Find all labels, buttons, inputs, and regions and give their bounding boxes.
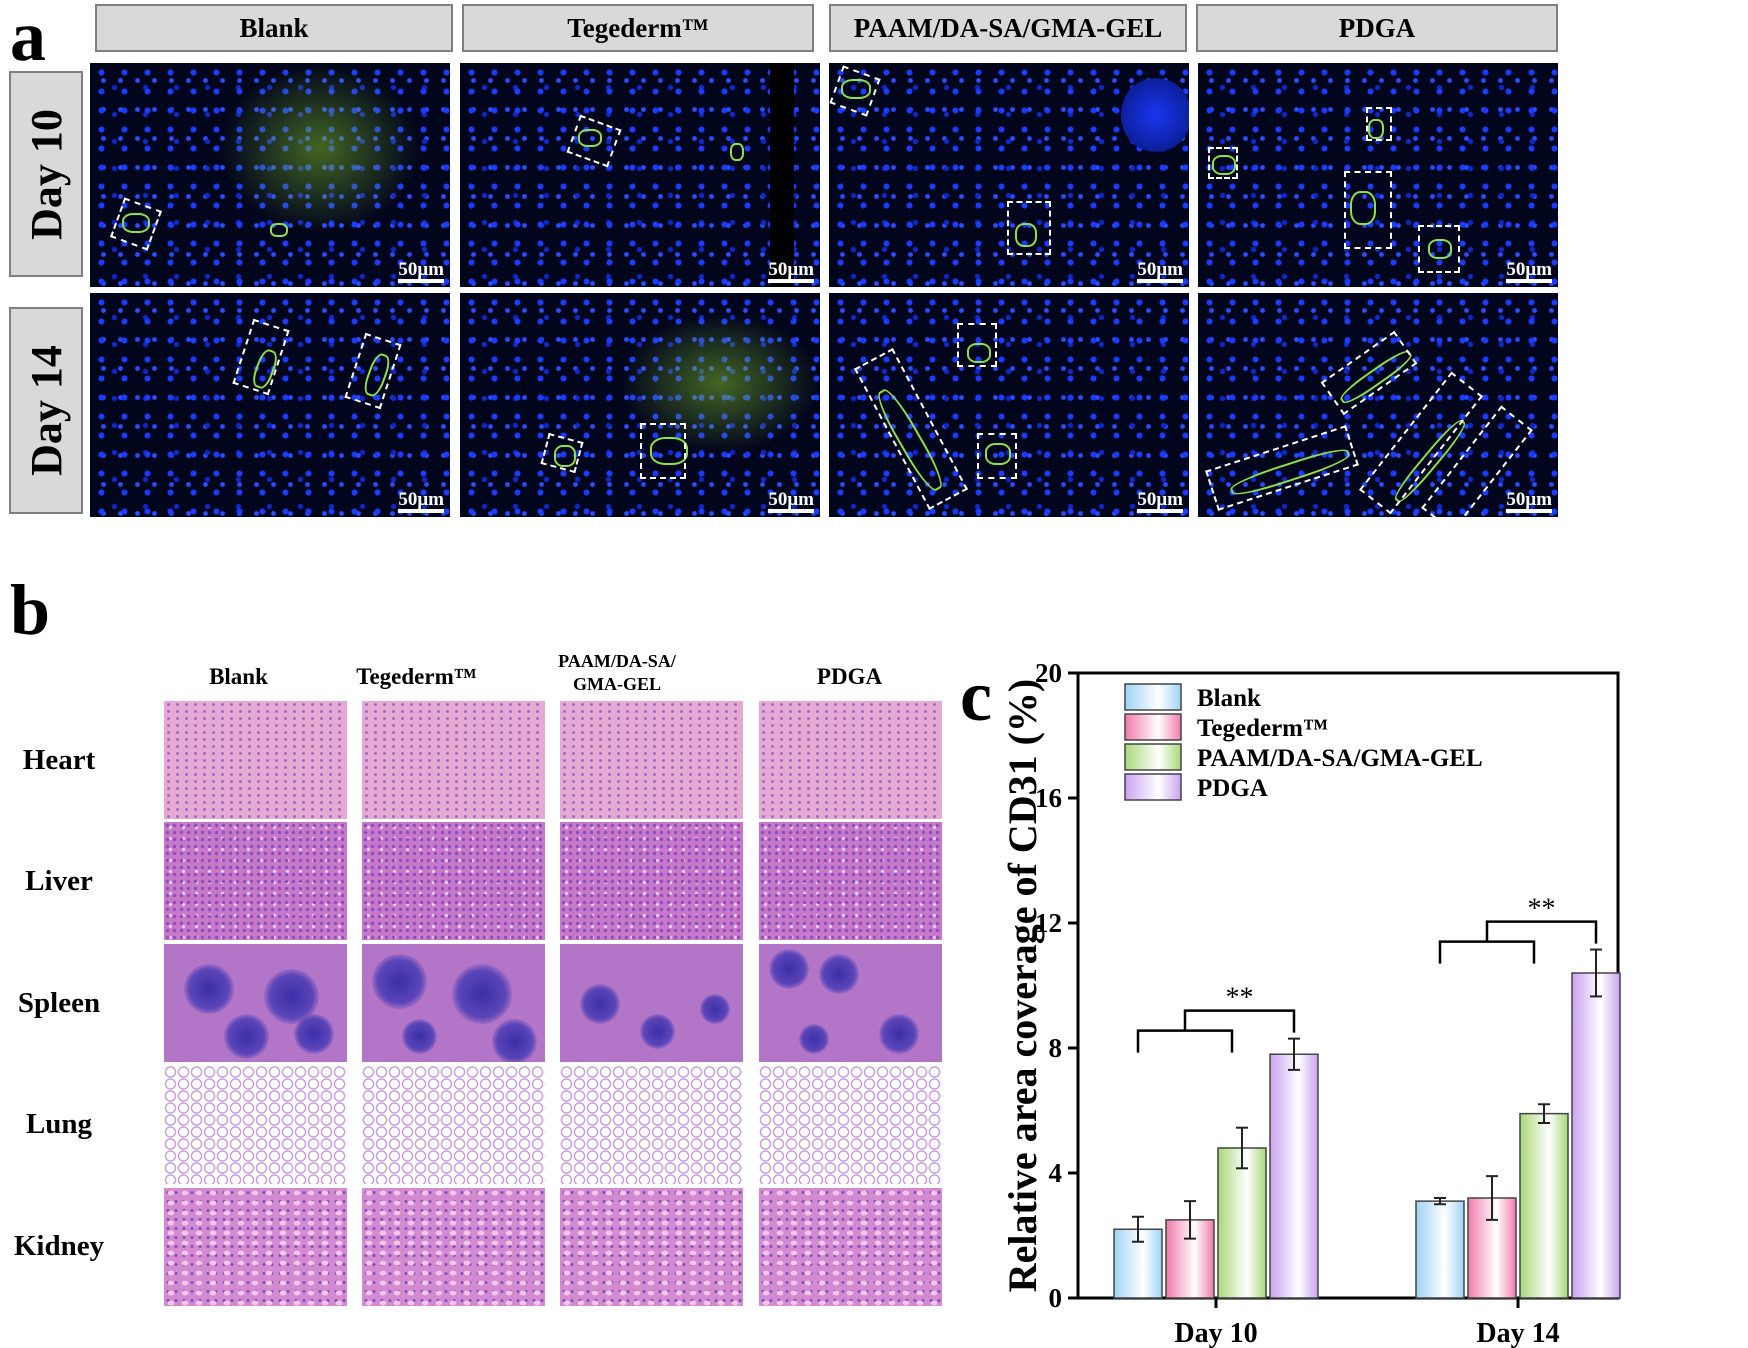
panel-a-col-header-pdga: PDGA xyxy=(1196,4,1558,52)
scale-bar: 50μm xyxy=(398,259,444,283)
he-image-heart-2 xyxy=(560,701,743,819)
significance-label: ** xyxy=(1226,983,1254,1014)
he-image-lung-0 xyxy=(164,1066,347,1184)
he-image-lung-3 xyxy=(759,1066,942,1184)
significance-bracket-upper xyxy=(1183,1009,1296,1033)
panel-b-row-lung: Lung xyxy=(25,1108,93,1140)
scale-bar: 50μm xyxy=(1137,259,1183,283)
panel-b-row-kidney: Kidney xyxy=(13,1230,105,1262)
panel-a-row-header-day10: Day 10 xyxy=(9,71,83,277)
row-label-day10: Day 10 xyxy=(21,108,71,240)
bar-Tegederm™-Day 10 xyxy=(1165,1219,1215,1299)
panel-b-letter: b xyxy=(10,570,51,650)
bar-PAAM/DA-SA/GMA-GEL-Day 10 xyxy=(1217,1147,1267,1299)
panel-a-col-header-blank: Blank xyxy=(95,4,453,52)
y-axis-label: Relative area coverage of CD31 (%) xyxy=(1000,679,1045,1292)
bar-PDGA-Day 14 xyxy=(1571,972,1621,1299)
y-tick-label: 0 xyxy=(1049,1283,1063,1313)
he-image-kidney-1 xyxy=(362,1188,545,1306)
scale-bar: 50μm xyxy=(1506,489,1552,513)
y-tick-label: 8 xyxy=(1049,1033,1063,1063)
panel-b-col-paam: PAAM/DA-SA/ GMA-GEL xyxy=(558,651,676,694)
he-image-spleen-0 xyxy=(164,944,347,1062)
scale-bar: 50μm xyxy=(1137,489,1183,513)
he-image-spleen-3 xyxy=(759,944,942,1062)
he-image-kidney-0 xyxy=(164,1188,347,1306)
y-tick-label: 4 xyxy=(1049,1158,1063,1188)
legend-label-1: Tegederm™ xyxy=(1197,715,1328,742)
x-tick-label: Day 10 xyxy=(1174,1318,1257,1348)
legend-swatch-2 xyxy=(1124,743,1182,771)
he-image-spleen-1 xyxy=(362,944,545,1062)
micrograph-day10-paam: 50μm xyxy=(829,63,1189,287)
he-image-kidney-2 xyxy=(560,1188,743,1306)
micrograph-day14-paam: 50μm xyxy=(829,293,1189,517)
micrograph-day14-blank: 50μm xyxy=(90,293,450,517)
he-image-lung-2 xyxy=(560,1066,743,1184)
micrograph-day14-tegederm: 50μm xyxy=(460,293,820,517)
micrograph-day14-pdga: 50μm xyxy=(1198,293,1558,517)
he-image-heart-1 xyxy=(362,701,545,819)
he-image-spleen-2 xyxy=(560,944,743,1062)
panel-a-letter: a xyxy=(10,0,46,76)
significance-bracket-upper xyxy=(1485,920,1598,944)
legend-label-3: PDGA xyxy=(1197,775,1268,802)
legend-swatch-0 xyxy=(1124,683,1182,711)
he-image-liver-2 xyxy=(560,822,743,940)
row-label-day14: Day 14 xyxy=(21,345,71,476)
panel-a-col-header-paam: PAAM/DA-SA/GMA-GEL xyxy=(829,4,1187,52)
panel-b-col-blank: Blank xyxy=(209,664,268,689)
he-image-liver-0 xyxy=(164,822,347,940)
plot-frame xyxy=(1076,671,1620,1300)
he-image-kidney-3 xyxy=(759,1188,942,1306)
legend-swatch-1 xyxy=(1124,713,1182,741)
micrograph-day10-blank: 50μm xyxy=(90,63,450,287)
scale-bar: 50μm xyxy=(768,489,814,513)
panel-b-row-liver: Liver xyxy=(25,865,93,897)
y-tick-label: 16 xyxy=(1035,783,1062,813)
legend-label-0: Blank xyxy=(1197,685,1261,712)
micrograph-day10-pdga: 50μm xyxy=(1198,63,1558,287)
panel-c-letter: c xyxy=(960,656,992,736)
y-tick-label: 12 xyxy=(1035,908,1062,938)
he-image-heart-3 xyxy=(759,701,942,819)
panel-b-row-spleen: Spleen xyxy=(17,987,101,1019)
significance-bracket-lower xyxy=(1438,940,1536,964)
panel-b-col-pdga: PDGA xyxy=(816,664,883,689)
scale-bar: 50μm xyxy=(768,259,814,283)
x-tick-label: Day 14 xyxy=(1476,1318,1559,1348)
bar-Blank-Day 14 xyxy=(1415,1200,1465,1299)
scale-bar: 50μm xyxy=(398,489,444,513)
panel-b-row-heart: Heart xyxy=(22,744,96,776)
legend-swatch-3 xyxy=(1124,773,1182,801)
y-tick-label: 20 xyxy=(1035,658,1062,688)
panel-a-row-header-day14: Day 14 xyxy=(9,307,83,514)
panel-b-col-tegederm: Tegederm™ xyxy=(356,664,477,689)
bar-PDGA-Day 10 xyxy=(1269,1053,1319,1299)
bar-PAAM/DA-SA/GMA-GEL-Day 14 xyxy=(1519,1112,1569,1299)
he-image-heart-0 xyxy=(164,701,347,819)
he-image-lung-1 xyxy=(362,1066,545,1184)
he-image-liver-1 xyxy=(362,822,545,940)
he-image-liver-3 xyxy=(759,822,942,940)
scale-bar: 50μm xyxy=(1506,259,1552,283)
micrograph-day10-tegederm: 50μm xyxy=(460,63,820,287)
panel-a-col-header-tegederm: Tegederm™ xyxy=(462,4,814,52)
legend-label-2: PAAM/DA-SA/GMA-GEL xyxy=(1197,745,1483,772)
bar-Blank-Day 10 xyxy=(1113,1228,1163,1299)
bar-Tegederm™-Day 14 xyxy=(1467,1197,1517,1299)
significance-label: ** xyxy=(1528,894,1556,925)
significance-bracket-lower xyxy=(1136,1029,1234,1053)
